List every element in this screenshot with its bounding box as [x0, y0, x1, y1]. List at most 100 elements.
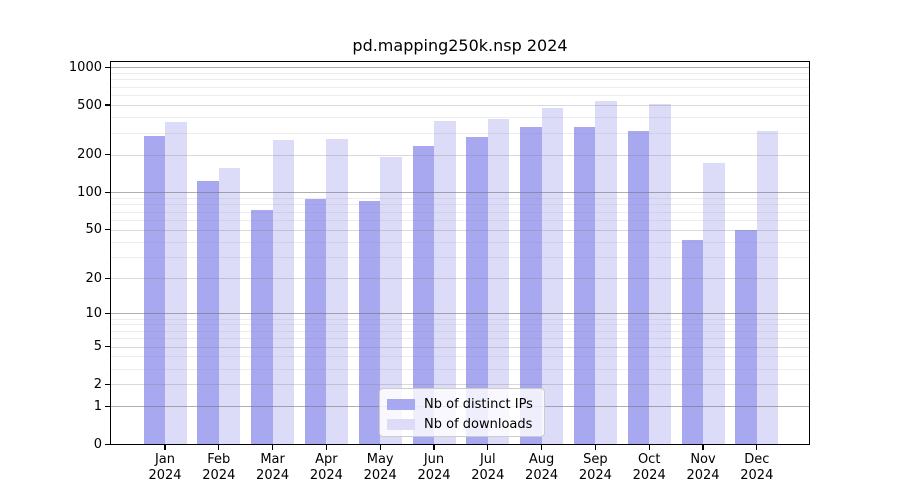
- y-tick-mark-0: [105, 443, 110, 445]
- x-tick-label-apr: Apr 2024: [309, 452, 343, 483]
- gridline-400: [110, 117, 810, 119]
- x-tick-mark-sep: [594, 444, 596, 450]
- x-tick-mark-oct: [648, 444, 650, 450]
- y-tick-label-1: 1: [93, 398, 102, 414]
- chart-title: pd.mapping250k.nsp 2024: [352, 36, 568, 55]
- x-tick-mark-may: [379, 444, 381, 450]
- y-tick-label-20: 20: [85, 270, 102, 286]
- gridline-80: [110, 204, 810, 206]
- x-tick-label-nov: Nov 2024: [686, 452, 720, 483]
- bar-may-distinct-ips: [358, 201, 381, 445]
- x-tick-mark-apr: [325, 444, 327, 450]
- bar-sep-distinct-ips: [573, 126, 596, 445]
- y-tick-mark-5: [105, 345, 110, 348]
- y-tick-label-0: 0: [93, 436, 102, 452]
- y-tick-label-5: 5: [93, 339, 102, 355]
- legend-label-downloads: Nb of downloads: [424, 416, 533, 432]
- x-tick-label-may: May 2024: [363, 452, 397, 483]
- gridline-5: [110, 346, 810, 348]
- gridline-1000: [110, 67, 810, 69]
- bar-mar-distinct-ips: [251, 210, 273, 445]
- y-tick-mark-2: [105, 383, 110, 385]
- y-tick-label-2: 2: [93, 376, 102, 392]
- gridline-50: [110, 229, 810, 231]
- y-tick-mark-50: [105, 229, 110, 231]
- x-tick-mark-jul: [487, 444, 489, 450]
- x-tick-label-aug: Aug 2024: [525, 452, 559, 483]
- legend: Nb of distinct IPs Nb of downloads: [379, 388, 545, 437]
- gridline-4: [110, 356, 810, 358]
- bar-aug-distinct-ips: [520, 126, 542, 445]
- gridline-100: [110, 192, 810, 194]
- plot-area: [110, 60, 810, 445]
- bar-mar-downloads: [272, 139, 295, 445]
- x-tick-mark-nov: [702, 444, 704, 450]
- y-tick-label-500: 500: [77, 97, 102, 113]
- bar-jul-distinct-ips: [466, 137, 488, 445]
- x-tick-mark-mar: [272, 444, 274, 450]
- bar-sep-downloads: [595, 100, 617, 445]
- bar-jun-downloads: [434, 120, 456, 445]
- y-tick-mark-1: [105, 405, 110, 408]
- x-tick-label-feb: Feb 2024: [202, 452, 236, 483]
- gridline-200: [110, 154, 810, 156]
- y-tick-label-10: 10: [85, 305, 102, 321]
- gridline-2: [110, 384, 810, 386]
- bar-apr-distinct-ips: [304, 199, 327, 445]
- x-tick-mark-jan: [164, 444, 166, 450]
- gridline-60: [110, 219, 810, 221]
- gridline-9: [110, 318, 810, 320]
- gridline-70: [110, 211, 810, 213]
- bar-jan-distinct-ips: [143, 135, 165, 445]
- y-tick-label-1000: 1000: [68, 59, 102, 75]
- gridline-500: [110, 105, 810, 107]
- gridline-30: [110, 256, 810, 258]
- bar-feb-downloads: [218, 168, 241, 445]
- y-tick-label-100: 100: [77, 184, 102, 200]
- y-tick-label-200: 200: [77, 147, 102, 163]
- bar-oct-downloads: [649, 103, 671, 445]
- bar-feb-distinct-ips: [197, 181, 219, 445]
- x-tick-label-dec: Dec 2024: [740, 452, 774, 483]
- gridline-20: [110, 278, 810, 280]
- legend-row-distinct-ips: Nb of distinct IPs: [387, 394, 536, 414]
- bar-aug-downloads: [541, 107, 564, 445]
- legend-swatch-downloads: [387, 418, 415, 430]
- gridline-8: [110, 324, 810, 326]
- x-tick-label-jun: Jun 2024: [417, 452, 451, 483]
- bar-oct-distinct-ips: [627, 131, 650, 445]
- gridline-90: [110, 198, 810, 200]
- y-tick-mark-10: [105, 312, 110, 315]
- gridline-10: [110, 313, 810, 315]
- x-tick-mark-dec: [756, 444, 758, 450]
- bar-nov-distinct-ips: [681, 240, 703, 445]
- bar-dec-distinct-ips: [735, 229, 757, 445]
- x-tick-label-sep: Sep 2024: [578, 452, 612, 483]
- bar-jun-distinct-ips: [412, 146, 434, 445]
- y-tick-mark-500: [105, 104, 110, 106]
- x-tick-label-oct: Oct 2024: [632, 452, 666, 483]
- y-tick-label-50: 50: [85, 222, 102, 238]
- legend-row-downloads: Nb of downloads: [387, 414, 536, 434]
- y-tick-mark-100: [105, 191, 110, 194]
- bar-may-downloads: [380, 156, 402, 445]
- y-tick-mark-20: [105, 277, 110, 279]
- gridline-300: [110, 132, 810, 134]
- bar-apr-downloads: [326, 138, 348, 445]
- x-tick-label-jul: Jul 2024: [471, 452, 505, 483]
- y-tick-mark-1000: [105, 66, 110, 68]
- bar-jul-downloads: [487, 118, 510, 445]
- gridline-7: [110, 330, 810, 332]
- gridline-600: [110, 95, 810, 97]
- x-tick-label-mar: Mar 2024: [256, 452, 290, 483]
- x-tick-mark-aug: [541, 444, 543, 450]
- y-tick-mark-200: [105, 154, 110, 156]
- bar-jan-downloads: [165, 122, 187, 445]
- x-tick-label-jan: Jan 2024: [148, 452, 182, 483]
- gridline-700: [110, 86, 810, 88]
- legend-label-distinct-ips: Nb of distinct IPs: [424, 396, 533, 412]
- bar-nov-downloads: [703, 162, 725, 445]
- x-tick-mark-jun: [433, 444, 435, 450]
- bar-dec-downloads: [756, 131, 779, 445]
